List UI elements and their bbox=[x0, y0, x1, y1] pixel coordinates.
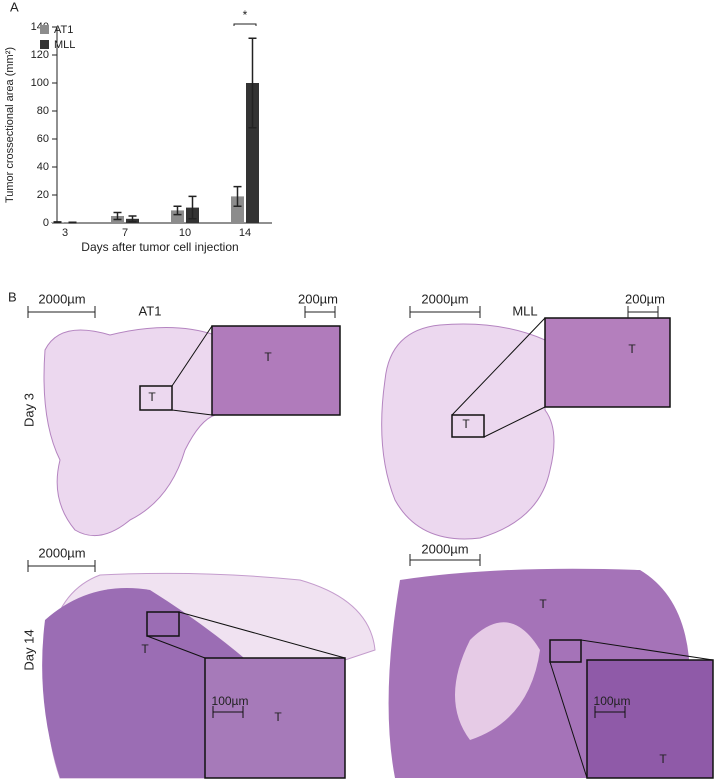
tumor-label: T bbox=[264, 350, 272, 364]
row-label: Day 3 bbox=[21, 393, 36, 427]
scale-label: 100µm bbox=[212, 694, 249, 708]
panel-label: B bbox=[8, 289, 17, 304]
zoom-box bbox=[451, 414, 485, 438]
scale-bar bbox=[27, 306, 96, 318]
legend-label: AT1 bbox=[54, 24, 73, 36]
tumor-label: T bbox=[274, 710, 282, 724]
scale-label: 2000µm bbox=[421, 291, 468, 306]
tumor-label: T bbox=[628, 342, 636, 356]
error-bar bbox=[128, 215, 137, 223]
y-tick-label: 60 bbox=[37, 133, 49, 145]
y-axis-label: Tumor crossectional area (mm²) bbox=[4, 47, 16, 203]
zoom-line bbox=[146, 611, 346, 659]
scale-bar bbox=[304, 306, 336, 318]
scale-label: 200µm bbox=[625, 291, 665, 306]
tumor-label: T bbox=[462, 417, 470, 431]
significance-bracket bbox=[233, 23, 257, 26]
inset-image bbox=[211, 325, 341, 416]
scale-label: 2000µm bbox=[38, 291, 85, 306]
scale-bar bbox=[627, 306, 659, 318]
zoom-box bbox=[549, 639, 582, 663]
zoom-line bbox=[549, 639, 714, 779]
x-tick-label: 10 bbox=[179, 227, 191, 239]
scale-bar bbox=[594, 706, 626, 718]
scale-label: 2000µm bbox=[421, 541, 468, 556]
error-bar bbox=[68, 221, 77, 224]
tissue bbox=[381, 323, 555, 540]
scale-label: 2000µm bbox=[38, 545, 85, 560]
legend-swatch bbox=[40, 40, 49, 49]
tumor-label: T bbox=[148, 390, 156, 404]
y-tick-label: 40 bbox=[37, 161, 49, 173]
zoom-line bbox=[171, 325, 213, 416]
legend-swatch bbox=[40, 25, 49, 34]
zoom-box bbox=[139, 385, 173, 411]
zoom-line bbox=[451, 317, 546, 438]
x-tick-label: 14 bbox=[239, 227, 251, 239]
inset-image bbox=[586, 659, 714, 779]
scale-label: 200µm bbox=[298, 291, 338, 306]
y-tick-label: 100 bbox=[31, 77, 49, 89]
bar bbox=[246, 83, 259, 223]
scale-bar bbox=[409, 554, 481, 566]
panel-label: A bbox=[10, 0, 19, 14]
column-label: MLL bbox=[512, 303, 537, 318]
bar bbox=[231, 196, 244, 223]
significance-mark: * bbox=[243, 8, 248, 22]
error-bar bbox=[53, 221, 62, 224]
column-label: AT1 bbox=[139, 303, 162, 318]
tumor-label: T bbox=[659, 752, 667, 766]
x-axis-label: Days after tumor cell injection bbox=[81, 240, 238, 254]
error-bar bbox=[188, 195, 197, 220]
row-label: Day 14 bbox=[21, 629, 36, 670]
tissue bbox=[455, 622, 540, 740]
tissue bbox=[43, 327, 216, 537]
scale-bar bbox=[27, 560, 96, 572]
scale-bar bbox=[212, 706, 244, 718]
tumor-label: T bbox=[141, 642, 149, 656]
inset-image bbox=[544, 317, 671, 408]
error-bar bbox=[113, 211, 122, 221]
error-bar bbox=[248, 37, 257, 129]
legend-label: MLL bbox=[54, 39, 75, 51]
y-tick-label: 80 bbox=[37, 105, 49, 117]
bar bbox=[171, 210, 184, 223]
error-bar bbox=[233, 185, 242, 207]
inset-image bbox=[204, 657, 346, 779]
x-tick-label: 3 bbox=[62, 227, 68, 239]
y-tick-label: 0 bbox=[43, 217, 49, 229]
scale-bar bbox=[409, 306, 481, 318]
y-tick-label: 120 bbox=[31, 49, 49, 61]
scale-label: 100µm bbox=[594, 694, 631, 708]
y-tick-label: 20 bbox=[37, 189, 49, 201]
tumor-label: T bbox=[539, 597, 547, 611]
error-bar bbox=[173, 205, 182, 216]
x-tick-label: 7 bbox=[122, 227, 128, 239]
zoom-box bbox=[146, 611, 180, 637]
